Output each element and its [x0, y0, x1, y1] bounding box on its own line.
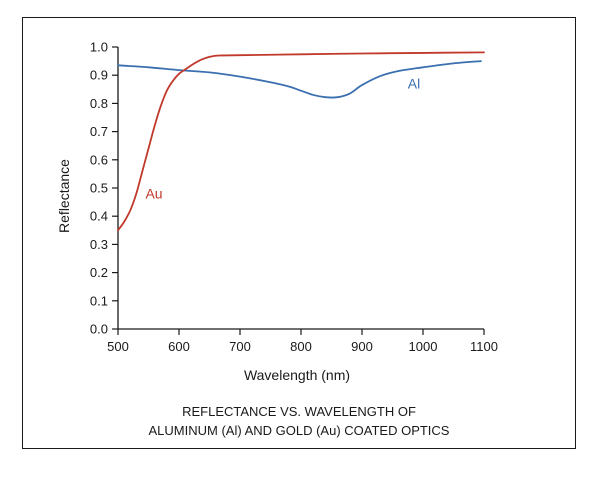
x-tick-label: 1000 [409, 339, 438, 354]
y-tick-label: 0.4 [90, 209, 108, 224]
y-axis-label: Reflectance [56, 159, 72, 233]
series-line-au [117, 51, 485, 232]
x-tick-label: 800 [290, 339, 312, 354]
series-layer: Al Au [117, 51, 485, 232]
figure-frame [22, 17, 576, 449]
y-tick-label: 0.2 [90, 265, 108, 280]
y-tick-label: 0.0 [90, 322, 108, 337]
y-tick-label: 0.1 [90, 293, 108, 308]
y-ticks: 0.0 0.1 0.2 0.3 0.4 0.5 0.6 0.7 0.8 0.9 1.0 [90, 40, 118, 337]
y-tick-label: 0.6 [90, 152, 108, 167]
y-tick-label: 0.5 [90, 181, 108, 196]
x-tick-label: 600 [168, 339, 190, 354]
x-tick-label: 1100 [470, 339, 498, 354]
series-label-au: Au [145, 186, 162, 202]
series-label-al: Al [408, 76, 420, 92]
y-tick-label: 1.0 [90, 40, 108, 55]
y-tick-label: 0.9 [90, 68, 108, 83]
y-tick-label: 0.3 [90, 237, 108, 252]
y-tick-label: 0.7 [90, 124, 108, 139]
caption-line-1: REFLECTANCE VS. WAVELENGTH OF [182, 404, 416, 419]
x-tick-label: 700 [229, 339, 251, 354]
caption-line-2: ALUMINUM (Al) AND GOLD (Au) COATED OPTIC… [148, 423, 450, 438]
x-axis-label: Wavelength (nm) [244, 367, 350, 383]
y-tick-label: 0.8 [90, 96, 108, 111]
x-tick-label: 900 [351, 339, 373, 354]
series-line-al [117, 60, 482, 99]
x-tick-label: 500 [107, 339, 129, 354]
x-ticks: 500 600 700 800 900 1000 1100 [107, 329, 498, 354]
axes [117, 47, 484, 330]
chart-caption: REFLECTANCE VS. WAVELENGTH OF ALUMINUM (… [22, 402, 576, 440]
